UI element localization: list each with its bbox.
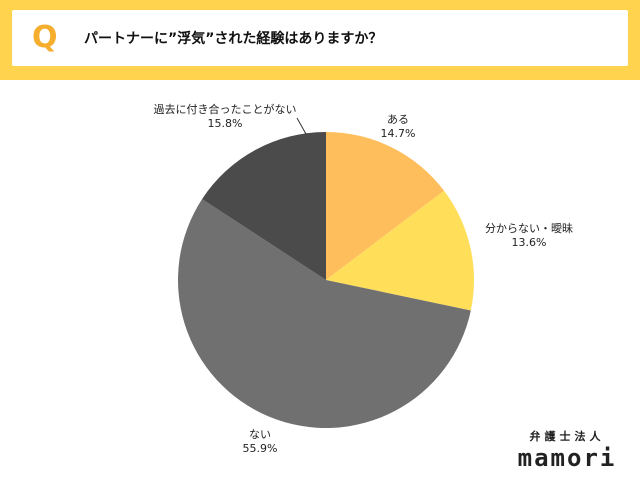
slice-label-kako: 過去に付き合ったことがない 15.8%	[140, 103, 310, 131]
question-title: パートナーに”浮気”された経験はありますか？	[84, 31, 383, 47]
question-box: Q パートナーに”浮気”された経験はありますか？	[12, 10, 628, 66]
pie-chart	[177, 117, 474, 429]
slice-label-wakaranai-value: 13.6%	[511, 236, 547, 249]
slice-label-aru: ある 14.7%	[368, 113, 428, 141]
brand-logo: 弁護士法人 mamori	[508, 430, 626, 472]
slice-label-wakaranai: 分からない・曖昧 13.6%	[474, 222, 584, 250]
slice-label-kako-name: 過去に付き合ったことがない	[153, 103, 297, 116]
slice-label-aru-value: 14.7%	[380, 127, 416, 140]
pie-slice-3	[202, 132, 326, 280]
slice-label-nai-name: ない	[249, 428, 271, 441]
question-header: Q パートナーに”浮気”された経験はありますか？	[0, 0, 640, 80]
slice-label-wakaranai-name: 分からない・曖昧	[485, 222, 573, 235]
pie-slice-0	[326, 132, 445, 280]
pie-slice-1	[326, 190, 474, 311]
brand-sub-text: 弁護士法人	[529, 430, 605, 443]
pie-slice-2	[177, 199, 471, 429]
slice-label-nai: ない 55.9%	[230, 428, 290, 456]
leader-line	[296, 117, 307, 135]
slice-label-kako-value: 15.8%	[207, 117, 243, 130]
slice-label-nai-value: 55.9%	[242, 442, 278, 455]
pie-chart-area: ある 14.7% 分からない・曖昧 13.6% ない 55.9% 過去に付き合っ…	[0, 80, 640, 480]
question-q-letter: Q	[32, 20, 58, 55]
slice-label-aru-name: ある	[387, 113, 409, 126]
brand-main-text: mamori	[517, 444, 617, 472]
